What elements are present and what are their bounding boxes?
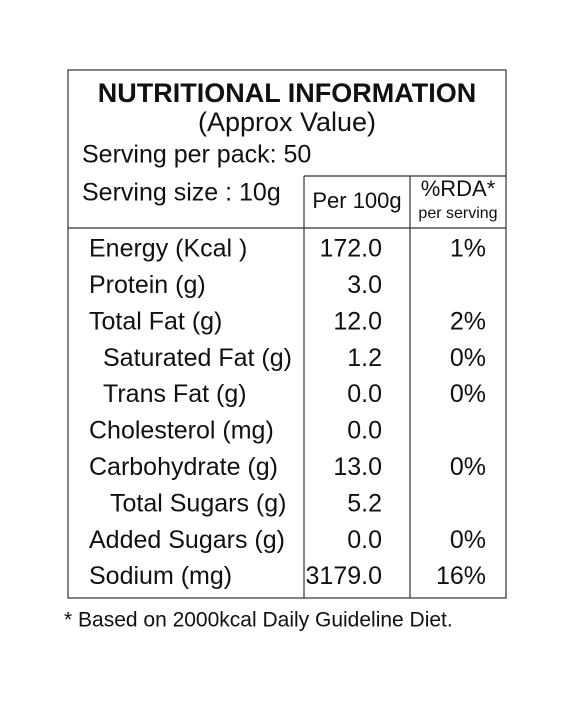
row-label: Sodium (mg) [89,562,232,590]
row-label: Total Fat (g) [89,307,222,335]
per-100g-value: 13.0 [333,453,382,481]
rda-value: 1% [450,235,486,263]
per-100g-value: 0.0 [347,380,382,408]
footnote: * Based on 2000kcal Daily Guideline Diet… [64,609,453,632]
column-header: %RDA* [421,176,496,201]
rda-value: 0% [450,380,486,408]
per-100g-value: 3.0 [347,271,382,299]
column-header: Per 100g [312,188,401,213]
row-label: Protein (g) [89,271,206,299]
per-100g-value: 1.2 [347,344,382,372]
subtitle: (Approx Value) [198,107,376,137]
rda-value: 0% [450,526,486,554]
per-100g-value: 172.0 [319,235,382,263]
rda-value: 0% [450,453,486,481]
rda-value: 0% [450,344,486,372]
per-100g-value: 3179.0 [306,562,382,590]
per-100g-value: 0.0 [347,526,382,554]
row-label: Saturated Fat (g) [103,344,292,372]
title: NUTRITIONAL INFORMATION [98,78,476,108]
serving-size: Serving size : 10g [82,179,281,207]
per-100g-value: 0.0 [347,417,382,445]
row-label: Carbohydrate (g) [89,453,278,481]
per-100g-value: 12.0 [333,307,382,335]
rda-value: 16% [436,562,486,590]
rda-value: 2% [450,307,486,335]
row-label: Total Sugars (g) [110,489,286,517]
outer-border [67,69,507,599]
row-label: Trans Fat (g) [103,380,247,408]
per-100g-value: 5.2 [347,489,382,517]
row-label: Energy (Kcal ) [89,235,247,263]
column-subheader: per serving [418,205,497,222]
row-label: Added Sugars (g) [89,526,285,554]
row-label: Cholesterol (mg) [89,417,274,445]
serving-per-pack: Serving per pack: 50 [82,141,311,169]
